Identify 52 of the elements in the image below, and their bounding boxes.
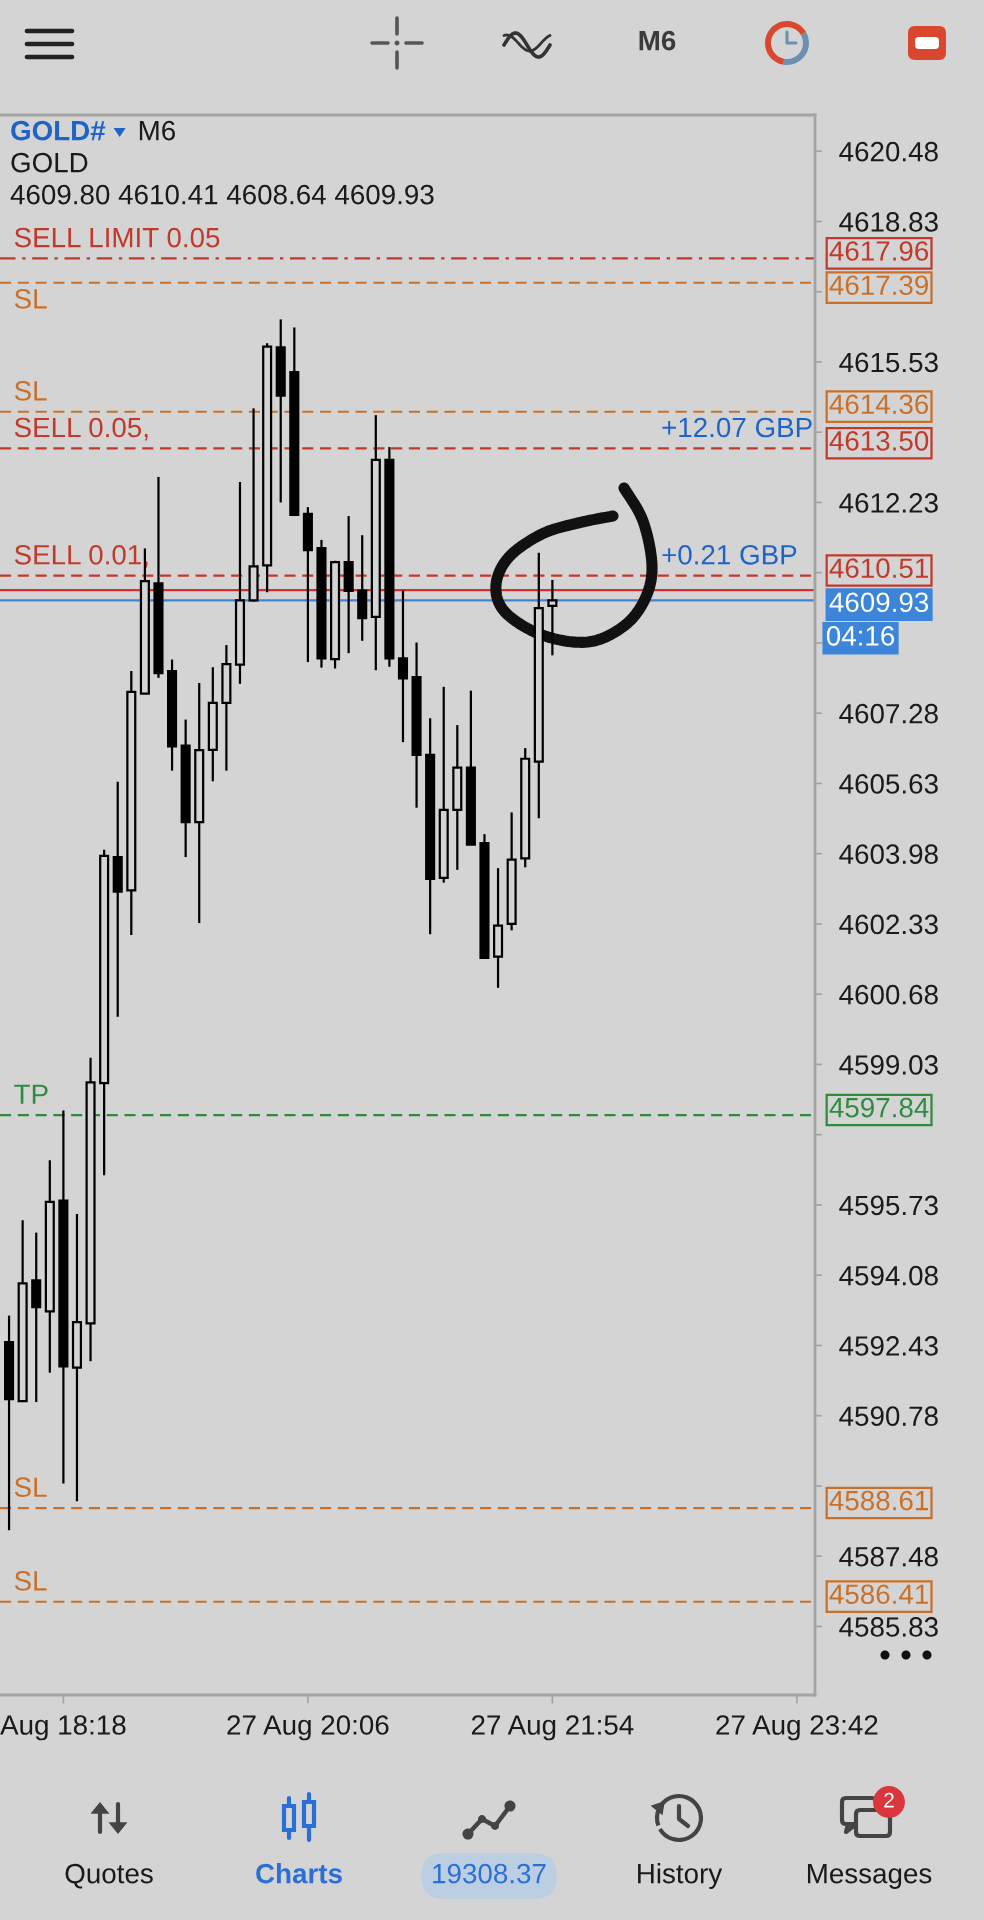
annotation: SELL 0.05,	[14, 417, 148, 441]
x-tick-label: 27 Aug 21:54	[471, 1715, 634, 1741]
y-tick-label: 4600.68	[839, 984, 938, 1005]
annotation: SL	[14, 1571, 47, 1591]
ref-line-label: 4609.93	[829, 592, 929, 613]
text: M6	[639, 30, 676, 51]
annotation: +12.07 GBP	[662, 417, 812, 438]
ref-line-label: 4610.51	[829, 558, 928, 579]
text: Charts	[256, 1863, 342, 1884]
y-tick-label: 4615.53	[839, 352, 938, 373]
y-tick-label: 4594.08	[839, 1265, 938, 1286]
y-tick-label: 4607.28	[839, 703, 938, 724]
text: Messages	[807, 1864, 932, 1889]
text: Quotes	[65, 1863, 153, 1889]
ref-line-label: 4588.61	[829, 1490, 928, 1511]
annotation: M6	[139, 120, 175, 141]
y-tick-label: 4587.48	[839, 1546, 938, 1567]
annotation: SELL LIMIT 0.05	[14, 227, 220, 248]
ref-line-label: 4614.36	[829, 394, 929, 415]
y-tick-label: 4595.73	[839, 1195, 938, 1216]
y-tick-label: 4592.43	[839, 1336, 938, 1356]
ref-line-label: 4617.39	[829, 275, 928, 296]
candlestick	[397, 589, 409, 744]
ref-line-label: 4613.50	[829, 431, 929, 451]
y-tick-label: 4605.63	[839, 774, 938, 794]
annotation: TP	[14, 1084, 48, 1104]
y-tick-label: 4599.03	[839, 1055, 938, 1075]
annotation: +0.21 GBP	[662, 544, 797, 565]
x-tick-label: 27 Aug 23:42	[716, 1715, 878, 1741]
text: GOLD	[11, 152, 88, 173]
y-tick-label: 4620.48	[839, 141, 938, 162]
y-tick-label: 4612.23	[839, 493, 938, 513]
y-tick-label: 4602.33	[839, 914, 938, 935]
text: 19308.37	[433, 1863, 546, 1884]
text: 2	[884, 1792, 894, 1808]
ref-line-label: 4617.96	[829, 241, 929, 261]
annotation: SL	[14, 1477, 47, 1498]
y-tick-label: 4585.83	[839, 1617, 938, 1637]
ref-line-label: 4597.84	[829, 1097, 929, 1118]
y-tick-label: 4618.83	[839, 212, 938, 232]
y-tick-label: 4603.98	[839, 844, 938, 865]
x-tick-label: 27 Aug 20:06	[227, 1715, 389, 1741]
text: 04:16	[826, 626, 895, 646]
candlestick	[547, 578, 558, 657]
text: History	[638, 1863, 723, 1889]
annotation: SL	[14, 381, 47, 401]
annotation: 4609.80 4610.41 4608.64 4609.93	[10, 184, 434, 205]
ref-line-label: 4586.41	[829, 1584, 928, 1605]
x-tick-label: Aug 18:18	[0, 1715, 126, 1741]
y-tick-label: 4590.78	[839, 1406, 938, 1427]
annotation: SL	[14, 289, 47, 309]
chart-title: GOLD#	[11, 120, 106, 141]
